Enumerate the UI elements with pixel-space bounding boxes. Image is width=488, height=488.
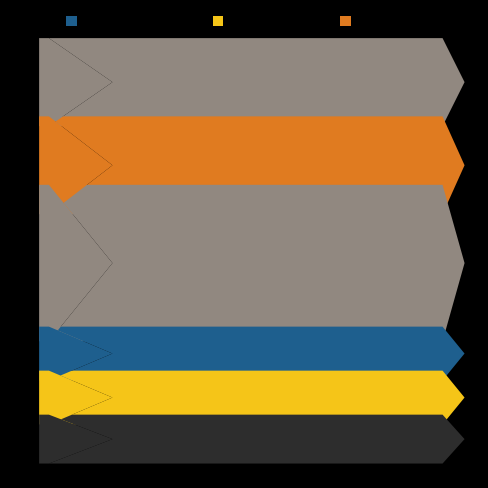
- Text: Kidney Stage 2: Kidney Stage 2: [355, 18, 420, 26]
- Polygon shape: [39, 185, 112, 342]
- Polygon shape: [49, 39, 464, 127]
- Polygon shape: [39, 117, 112, 215]
- Polygon shape: [49, 185, 464, 342]
- Polygon shape: [39, 415, 112, 464]
- Polygon shape: [49, 327, 464, 381]
- Text: Kidney Stage 5: Kidney Stage 5: [228, 18, 293, 26]
- Bar: [212, 17, 223, 27]
- Polygon shape: [0, 15, 44, 464]
- Polygon shape: [39, 468, 473, 488]
- Bar: [339, 17, 350, 27]
- Polygon shape: [39, 371, 112, 425]
- Polygon shape: [39, 327, 112, 381]
- Polygon shape: [468, 15, 488, 464]
- Bar: [66, 17, 77, 27]
- Polygon shape: [49, 371, 464, 425]
- Text: Kidney Stage 4: Kidney Stage 4: [81, 18, 146, 26]
- Polygon shape: [0, 0, 488, 15]
- Polygon shape: [39, 39, 112, 127]
- Polygon shape: [49, 117, 464, 215]
- Polygon shape: [49, 415, 464, 464]
